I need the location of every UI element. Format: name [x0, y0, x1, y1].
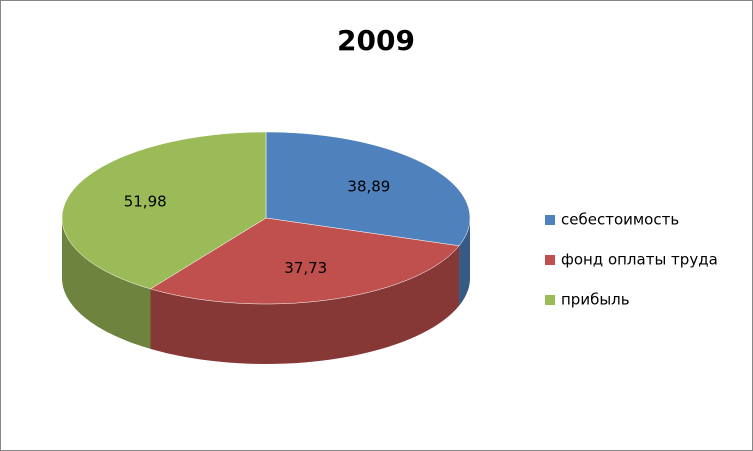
legend-label: прибыль: [561, 291, 630, 309]
legend-swatch: [545, 215, 555, 225]
legend-label: себестоимость: [561, 211, 679, 229]
chart-title: 2009: [337, 24, 415, 57]
data-label: 38,89: [347, 177, 390, 195]
slice-side: [150, 245, 460, 364]
legend-swatch: [545, 255, 555, 265]
slice: [61, 131, 267, 290]
slice: [265, 131, 471, 247]
legend-swatch: [545, 295, 555, 305]
slice-side: [62, 218, 151, 349]
data-label: 51,98: [124, 193, 167, 211]
data-label: 37,73: [284, 259, 327, 277]
slice: [149, 217, 460, 305]
slice-side: [459, 218, 470, 306]
legend-label: фонд оплаты труда: [561, 251, 718, 269]
